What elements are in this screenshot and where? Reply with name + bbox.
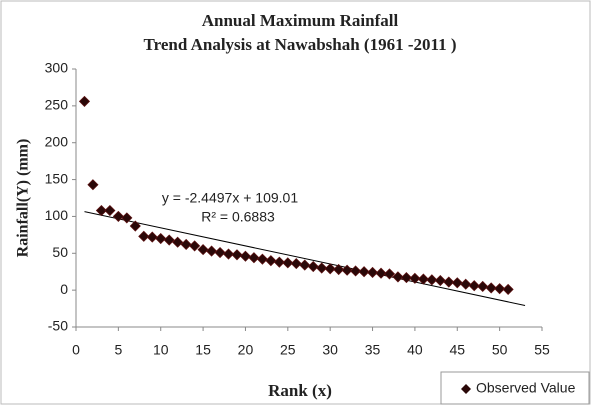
point	[155, 232, 167, 245]
point	[443, 276, 455, 288]
point	[180, 238, 192, 251]
point	[502, 283, 514, 295]
x-tick-label: 25	[280, 342, 296, 358]
point	[189, 240, 201, 252]
point	[121, 212, 133, 224]
point	[417, 273, 429, 285]
x-tick-label: 55	[534, 342, 550, 358]
point	[146, 231, 158, 243]
point	[366, 266, 379, 279]
point	[95, 204, 107, 217]
point	[333, 263, 345, 276]
point	[163, 234, 175, 246]
point	[273, 256, 285, 268]
point	[350, 265, 362, 277]
point	[434, 274, 446, 287]
point	[138, 230, 150, 242]
point	[290, 258, 302, 270]
point	[104, 204, 116, 217]
y-tick-label: 100	[45, 207, 69, 223]
point	[324, 263, 336, 275]
point	[375, 267, 387, 279]
y-tick-label: 200	[45, 133, 69, 149]
x-tick-label: 50	[492, 342, 508, 358]
point	[129, 220, 141, 232]
point	[477, 280, 489, 293]
x-tick-label: 45	[449, 342, 465, 358]
y-tick-label: 250	[45, 97, 69, 113]
point	[307, 260, 319, 273]
x-tick-label: 20	[238, 342, 254, 358]
y-tick-label: 0	[60, 281, 68, 297]
point	[282, 257, 294, 269]
annotation: R² = 0.6883	[201, 209, 275, 225]
point	[426, 274, 438, 286]
point	[494, 283, 506, 295]
point	[248, 252, 260, 264]
y-tick-label: 50	[52, 244, 68, 260]
point	[400, 272, 413, 284]
x-tick-label: 10	[153, 342, 169, 358]
point	[231, 249, 243, 261]
point	[451, 277, 463, 289]
point	[358, 266, 370, 278]
y-tick-label: 150	[45, 170, 69, 186]
point	[383, 268, 396, 280]
chart-title: Trend Analysis at Nawabshah (1961 -2011 …	[144, 35, 457, 54]
x-tick-label: 35	[365, 342, 381, 358]
y-tick-label: 300	[45, 60, 69, 76]
x-axis-label: Rank (x)	[268, 381, 332, 400]
point	[112, 210, 124, 222]
point	[316, 262, 328, 274]
x-tick-label: 15	[195, 342, 211, 358]
y-axis-label: Rainfall(Y) (mm)	[15, 139, 32, 258]
x-tick-label: 30	[322, 342, 338, 358]
point	[214, 246, 226, 259]
point	[205, 245, 218, 257]
legend-marker	[461, 384, 471, 394]
point	[239, 250, 252, 262]
chart-title: Annual Maximum Rainfall	[202, 11, 399, 30]
legend-label: Observed Value	[476, 380, 576, 396]
point	[392, 271, 404, 283]
point	[172, 236, 184, 248]
y-tick-label: -50	[48, 318, 68, 334]
point	[222, 248, 235, 260]
point	[485, 282, 497, 294]
point	[78, 95, 91, 107]
x-tick-label: 40	[407, 342, 423, 358]
point	[299, 259, 311, 271]
point	[468, 280, 480, 292]
x-tick-label: 0	[72, 342, 80, 358]
point	[197, 244, 209, 256]
trend-line	[84, 211, 526, 306]
point	[341, 264, 353, 276]
point	[87, 179, 99, 191]
point	[265, 255, 277, 267]
x-tick-label: 5	[114, 342, 122, 358]
point	[460, 278, 472, 290]
annotation: y = -2.4497x + 109.01	[162, 190, 298, 206]
point	[409, 272, 421, 284]
point	[256, 253, 268, 265]
